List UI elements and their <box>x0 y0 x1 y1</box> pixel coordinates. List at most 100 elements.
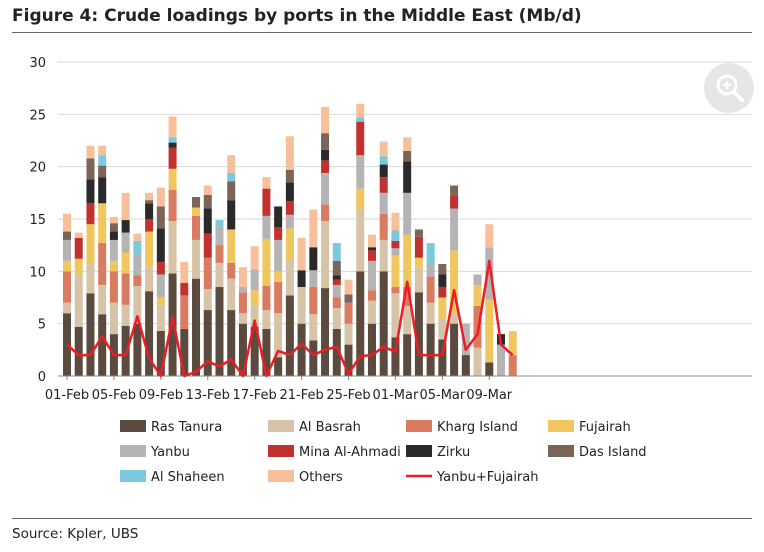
bar-segment-ras-tanura <box>262 328 271 376</box>
bar-segment-kharg-island <box>109 271 118 303</box>
x-tick-label: 09-Feb <box>139 388 183 403</box>
legend-label: Al Shaheen <box>151 470 225 485</box>
bar-segment-zirku <box>309 247 318 271</box>
bar-segment-others <box>121 192 130 221</box>
bar-segment-al-basrah <box>74 274 83 327</box>
bar-segment-das-island <box>450 185 459 196</box>
bar-segment-ras-tanura <box>438 339 447 376</box>
bar-segment-mina-al-ahmadi <box>74 237 83 259</box>
bar-segment-ras-tanura <box>156 330 165 376</box>
bar-segment-ras-tanura <box>332 328 341 376</box>
bar-segment-ras-tanura <box>379 271 388 376</box>
bar-segment-kharg-island <box>121 273 130 305</box>
crude-loadings-chart: 0 5 10 15 20 25 30 01-Feb 05-Feb 09-Feb 13-Feb 17-F… <box>29 56 752 485</box>
bar-segment-mina-al-ahmadi <box>414 236 423 258</box>
bar-segment-zirku <box>297 270 306 288</box>
bar-segment-yanbu <box>285 214 294 229</box>
bar-segment-others <box>180 261 189 283</box>
bar-segment-kharg-island <box>215 245 224 263</box>
bar-segment-kharg-island <box>192 215 201 240</box>
bar-segment-ras-tanura <box>321 288 330 376</box>
bar-segment-al-shaheen <box>379 156 388 165</box>
bar-segment-others <box>262 177 271 189</box>
bar-segment-al-shaheen <box>98 155 107 166</box>
bar-segment-zirku <box>274 206 283 228</box>
bar-segment-zirku <box>332 275 341 280</box>
bar-segment-zirku <box>403 161 412 193</box>
bar-segment-das-island <box>285 169 294 183</box>
magnifier-plus-icon <box>716 74 744 102</box>
bar-segment-fujairah <box>391 255 400 288</box>
bar-segment-fujairah <box>145 231 154 268</box>
bar-segment-das-island <box>227 181 236 201</box>
bar-segment-kharg-island <box>379 213 388 240</box>
bar-segment-kharg-island <box>309 287 318 315</box>
bar-segment-ras-tanura <box>414 292 423 376</box>
bar-segment-kharg-island <box>344 302 353 324</box>
bar-segment-yanbu <box>461 323 470 356</box>
bar-segment-al-basrah <box>227 278 236 311</box>
legend-swatch <box>268 420 294 432</box>
bar-segment-ras-tanura <box>74 326 83 376</box>
bar-segment-al-basrah <box>403 305 412 335</box>
bar-segment-ras-tanura <box>133 323 142 376</box>
bar-segment-others <box>309 209 318 248</box>
bar-segment-ras-tanura <box>274 357 283 376</box>
bar-segment-yanbu <box>403 192 412 235</box>
bar-segment-al-basrah <box>285 259 294 296</box>
legend-swatch <box>406 445 432 457</box>
bar-segment-kharg-island <box>227 262 236 279</box>
bar-segment-zirku <box>227 200 236 230</box>
bar-segment-others <box>63 213 71 232</box>
bar-segment-mina-al-ahmadi <box>168 147 177 169</box>
bar-segment-others <box>344 279 353 295</box>
bar-segment-yanbu <box>109 239 118 261</box>
bar-segment-fujairah <box>86 224 95 265</box>
bar-segment-others <box>379 141 388 157</box>
bar-segment-al-basrah <box>414 268 423 293</box>
bar-segment-others <box>133 233 142 241</box>
bar-segment-das-island <box>98 165 107 178</box>
bar-segment-mina-al-ahmadi <box>180 282 189 296</box>
bar-segment-al-basrah <box>133 285 142 324</box>
bar-segment-mina-al-ahmadi <box>203 233 212 258</box>
bar-segment-yanbu <box>309 270 318 288</box>
bar-segment-al-basrah <box>344 323 353 345</box>
bar-segment-ras-tanura <box>344 344 353 376</box>
bar-segment-yanbu <box>426 264 435 277</box>
bar-segment-al-basrah <box>438 318 447 340</box>
legend-swatch <box>268 445 294 457</box>
bar-segment-kharg-island <box>508 355 517 376</box>
bar-segment-das-island <box>63 231 71 240</box>
y-tick-label: 5 <box>38 318 46 333</box>
bar-segment-al-basrah <box>215 262 224 288</box>
figure-title: Figure 4: Crude loadings by ports in the… <box>12 6 582 26</box>
bar-segment-fujairah <box>74 258 83 275</box>
bar-segment-al-basrah <box>379 239 388 272</box>
bar-segment-ras-tanura <box>203 310 212 376</box>
bar-segment-ras-tanura <box>192 278 201 376</box>
bar-segment-others <box>356 103 365 118</box>
bar-segment-others <box>86 145 95 159</box>
title-rule <box>12 32 752 33</box>
y-tick-label: 15 <box>29 213 46 228</box>
bar-segment-kharg-island <box>133 275 142 286</box>
x-tick-label: 01-Feb <box>45 388 89 403</box>
bar-segment-zirku <box>203 208 212 234</box>
bar-segment-others <box>227 155 236 173</box>
bar-segment-fujairah <box>250 290 259 306</box>
bar-segment-ras-tanura <box>391 337 400 376</box>
bar-segment-das-island <box>86 158 95 180</box>
bar-segment-zirku <box>156 228 165 262</box>
legend-swatch <box>120 470 146 482</box>
bar-segment-fujairah <box>262 238 271 286</box>
x-tick-label: 05-Mar <box>419 388 465 403</box>
bar-segment-ras-tanura <box>180 328 189 376</box>
bar-segment-kharg-island <box>180 295 189 329</box>
bar-segment-kharg-island <box>332 297 341 308</box>
zoom-button[interactable] <box>704 63 754 113</box>
bar-segment-ras-tanura <box>426 323 435 376</box>
bar-segment-fujairah <box>156 297 165 305</box>
bar-segment-yanbu <box>63 239 71 261</box>
bar-segment-al-shaheen <box>426 243 435 265</box>
